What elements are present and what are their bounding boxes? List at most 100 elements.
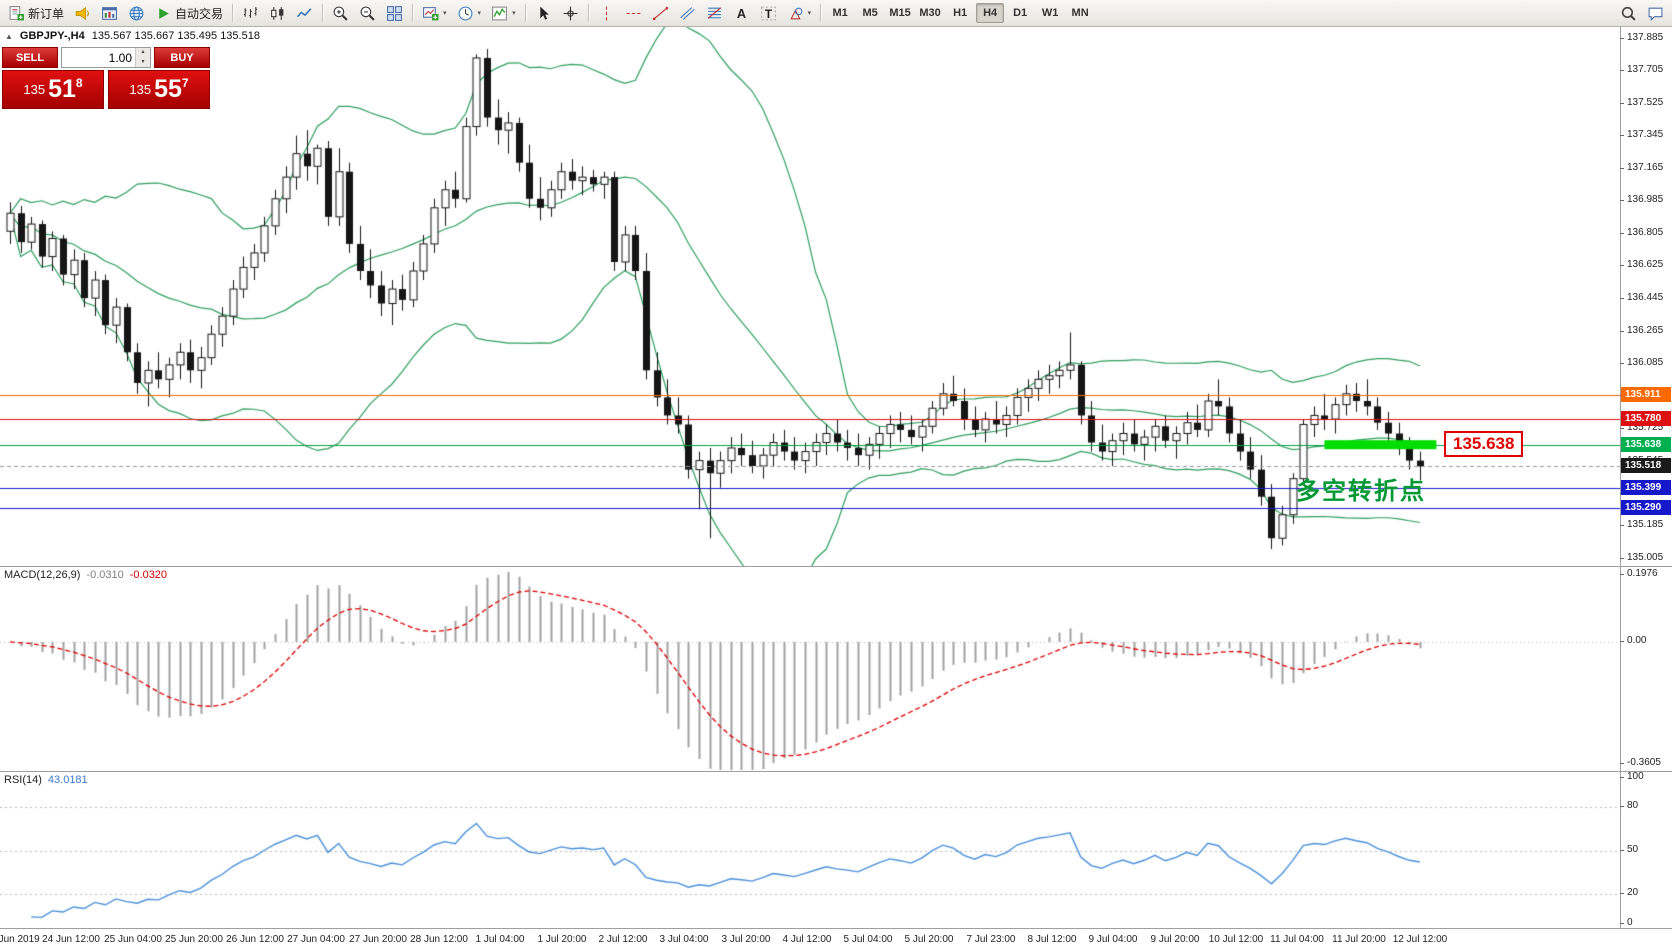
svg-text:T: T — [765, 7, 772, 20]
time-tick-label: 4 Jul 12:00 — [782, 934, 832, 945]
axis-tick-mark — [1620, 233, 1624, 234]
time-tick-label: 27 Jun 20:00 — [349, 934, 407, 945]
horn-icon — [75, 6, 89, 20]
new-chart-icon — [423, 6, 439, 20]
macd-pane-canvas[interactable] — [0, 567, 1620, 772]
pane-separator[interactable] — [0, 566, 1672, 567]
volume-input[interactable] — [62, 48, 135, 67]
sell-price-button[interactable]: 135 51 8 — [2, 70, 104, 109]
timeframe-H1[interactable]: H1 — [946, 3, 974, 23]
rsi-tick-label: 80 — [1627, 800, 1639, 811]
timeframe-M5[interactable]: M5 — [856, 3, 884, 23]
macd-main-value: -0.0310 — [86, 569, 124, 581]
trendline-button[interactable] — [648, 2, 673, 24]
hline-icon — [626, 12, 640, 14]
time-tick-label: 9 Jul 20:00 — [1150, 934, 1200, 945]
channel-button[interactable] — [675, 2, 700, 24]
timeframe-M1[interactable]: M1 — [826, 3, 854, 23]
timeframe-M30[interactable]: M30 — [916, 3, 944, 23]
price-tick-label: 137.345 — [1627, 129, 1664, 140]
timeframe-MN[interactable]: MN — [1066, 3, 1094, 23]
fibonacci-button[interactable] — [702, 2, 727, 24]
timeframe-H4[interactable]: H4 — [976, 3, 1005, 23]
vertical-line-button[interactable] — [594, 2, 619, 24]
search-icon — [1621, 6, 1636, 21]
rsi-tick-label: 50 — [1627, 844, 1639, 855]
zoom-out-button[interactable] — [355, 2, 380, 24]
text-button[interactable]: A — [729, 2, 754, 24]
search-button[interactable] — [1616, 2, 1641, 24]
crosshair-button[interactable] — [558, 2, 583, 24]
price-tick-label: 135.185 — [1627, 519, 1664, 530]
price-badge: 135.780 — [1621, 411, 1671, 426]
dropdown-arrow-icon: ▾ — [512, 10, 516, 17]
time-tick-label: 25 Jun 04:00 — [104, 934, 162, 945]
autotrading-button-label: 自动交易 — [175, 6, 224, 21]
candlestick-chart-button[interactable] — [265, 2, 290, 24]
price-tick-label: 136.985 — [1627, 194, 1664, 205]
rsi-tick-label: 0 — [1627, 917, 1633, 928]
chart-window[interactable]: ▲ GBPJPY-,H4 135.567 135.667 135.495 135… — [0, 27, 1672, 950]
timeframe-D1[interactable]: D1 — [1006, 3, 1034, 23]
sound-alert-button[interactable] — [70, 2, 95, 24]
rsi-pane-canvas[interactable] — [0, 772, 1620, 929]
time-tick-label: 3 Jun 2019 — [0, 934, 40, 945]
new-chart-button[interactable]: ▾ — [418, 2, 451, 24]
chart-annotation-text[interactable]: 多空转折点 — [1296, 478, 1426, 505]
autotrading-button[interactable]: 自动交易 — [151, 2, 227, 24]
time-tick-label: 10 Jul 12:00 — [1208, 934, 1264, 945]
toolbar: 新订单 自动交易 ▾ ▾ ▾ A T ▾ M1 M5 M15 M30 H1 H4 D1 W1 MN — [0, 0, 1672, 27]
cursor-button[interactable] — [531, 2, 556, 24]
price-tick-label: 136.805 — [1627, 227, 1664, 238]
community-button[interactable] — [124, 2, 149, 24]
chat-button[interactable] — [1643, 2, 1668, 24]
indicator-icon — [492, 6, 507, 20]
price-tick-label: 137.165 — [1627, 162, 1664, 173]
periods-button[interactable]: ▾ — [453, 2, 486, 24]
price-tick-label: 136.445 — [1627, 292, 1664, 303]
buy-price-point: 7 — [181, 76, 189, 90]
toolbar-separator — [820, 4, 822, 22]
price-chart-canvas[interactable] — [0, 27, 1620, 567]
label-icon: T — [760, 6, 776, 20]
time-tick-label: 25 Jun 20:00 — [165, 934, 223, 945]
level-price-label[interactable]: 135.638 — [1444, 431, 1524, 457]
buy-price-button[interactable]: 135 55 7 — [108, 70, 210, 109]
pane-separator[interactable] — [0, 771, 1672, 772]
volume-up-button[interactable]: ▴ — [136, 48, 150, 58]
pane-separator — [0, 928, 1672, 929]
bar-chart-button[interactable] — [238, 2, 263, 24]
channel-icon — [679, 6, 695, 20]
line-chart-button[interactable] — [292, 2, 317, 24]
time-tick-label: 9 Jul 04:00 — [1088, 934, 1138, 945]
indicators-button[interactable]: ▾ — [487, 2, 520, 24]
timeframe-M15[interactable]: M15 — [886, 3, 914, 23]
trendline-icon — [652, 6, 668, 20]
axis-tick-mark — [1620, 265, 1624, 266]
volume-down-button[interactable]: ▾ — [136, 57, 150, 67]
zoom-in-button[interactable] — [328, 2, 353, 24]
price-axis[interactable]: 137.885 137.705 137.525 137.345 137.165 136.9… — [1620, 27, 1672, 929]
time-tick-label: 2 Jul 12:00 — [598, 934, 648, 945]
svg-text:A: A — [736, 5, 745, 20]
buy-button[interactable]: BUY — [154, 47, 210, 68]
time-tick-label: 11 Jul 20:00 — [1332, 934, 1386, 945]
time-tick-label: 3 Jul 20:00 — [721, 934, 771, 945]
timeframe-W1[interactable]: W1 — [1036, 3, 1064, 23]
sell-button[interactable]: SELL — [2, 47, 58, 68]
shapes-button[interactable]: ▾ — [783, 2, 816, 24]
bars-icon — [243, 6, 258, 18]
price-tick-label: 136.625 — [1627, 259, 1664, 270]
market-watch-button[interactable] — [97, 2, 122, 24]
sell-price-pips: 51 — [48, 75, 76, 103]
horizontal-line-button[interactable] — [621, 2, 646, 24]
symbol-info: ▲ GBPJPY-,H4 135.567 135.667 135.495 135… — [5, 30, 260, 42]
tile-windows-button[interactable] — [382, 2, 407, 24]
axis-tick-mark — [1620, 525, 1624, 526]
new-order-button[interactable]: 新订单 — [4, 2, 68, 24]
label-button[interactable]: T — [756, 2, 781, 24]
price-badge: 135.638 — [1621, 437, 1671, 452]
time-tick-label: 24 Jun 12:00 — [42, 934, 100, 945]
